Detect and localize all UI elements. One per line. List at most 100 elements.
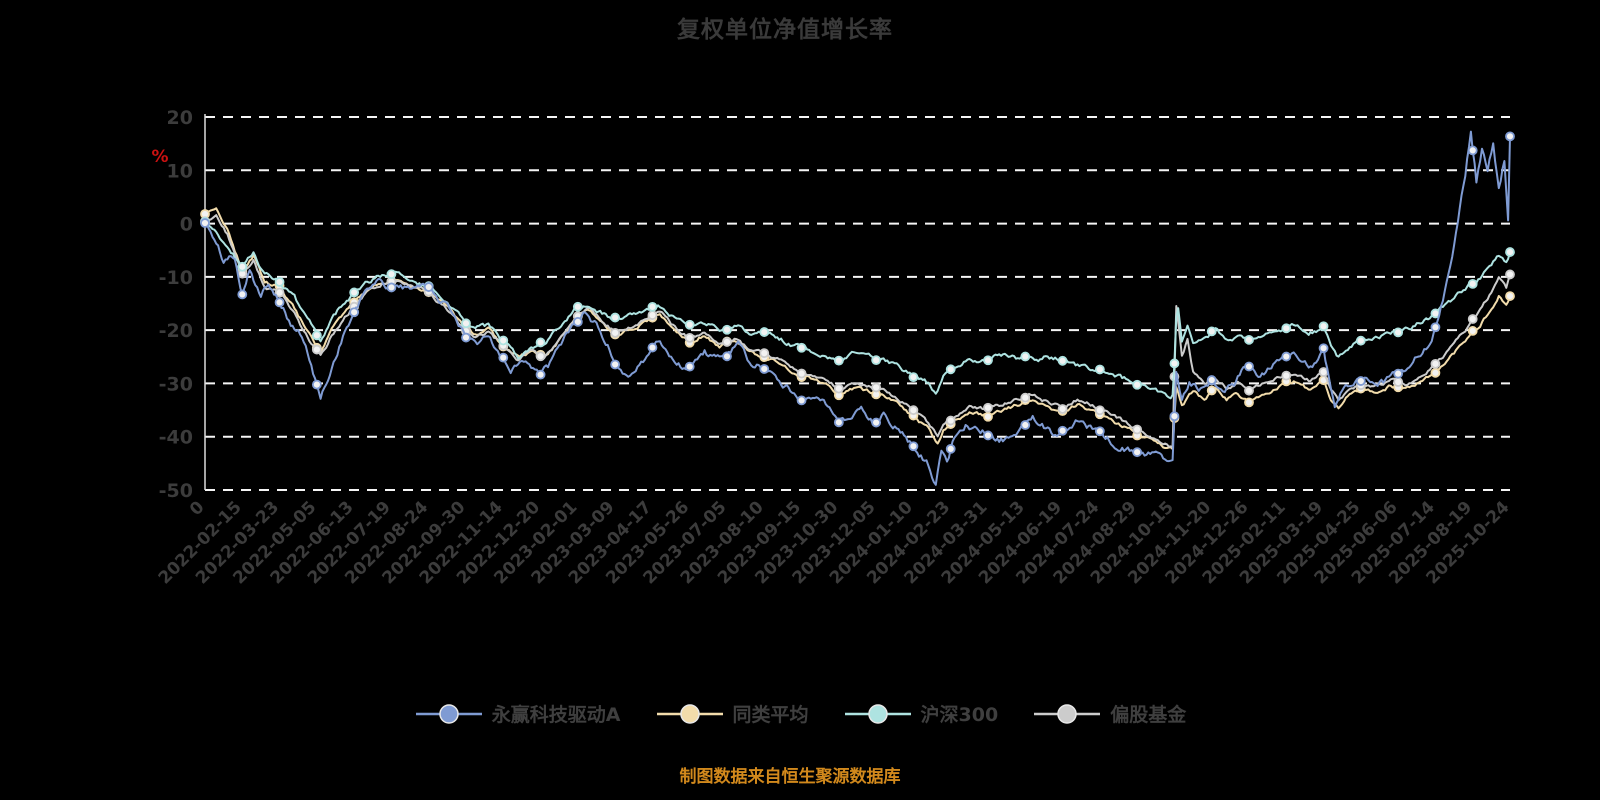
series-marker-fund xyxy=(349,307,360,318)
y-tick-label: 20 xyxy=(167,107,193,129)
series-marker-fund xyxy=(1281,351,1292,362)
series-marker-csi300 xyxy=(1318,321,1329,332)
chart-title: 复权单位净值增长率 xyxy=(677,17,893,43)
y-tick-label: -50 xyxy=(159,480,193,502)
series-marker-csi300 xyxy=(983,355,993,366)
series-marker-fund xyxy=(610,359,621,370)
series-line-csi300 xyxy=(204,221,1511,400)
series-marker-csi300 xyxy=(833,355,844,366)
legend-label: 永赢科技驱动A xyxy=(491,704,621,726)
series-marker-fund xyxy=(647,342,658,353)
series-marker-csi300 xyxy=(572,301,583,312)
series-line-partial_equity_funds xyxy=(204,214,1511,449)
series-marker-csi300 xyxy=(1020,351,1031,362)
series-marker-fund xyxy=(1094,426,1105,437)
series-marker-fund xyxy=(1355,376,1366,386)
legend-marker-icon xyxy=(844,703,911,724)
series-marker-fund xyxy=(1467,145,1478,156)
series-marker-fund xyxy=(983,430,993,441)
series-marker-csi300 xyxy=(1094,364,1105,375)
series-marker-fund xyxy=(684,361,695,372)
series-marker-fund xyxy=(1244,361,1254,372)
series-marker-csi300 xyxy=(684,319,695,330)
series-marker-fund xyxy=(1318,343,1329,354)
series-marker-partial_equity_funds xyxy=(945,415,956,426)
series-marker-partial_equity_funds xyxy=(871,382,882,393)
series-marker-partial_equity_funds xyxy=(1467,314,1478,324)
series-marker-partial_equity_funds xyxy=(274,287,285,298)
series-marker-partial_equity_funds xyxy=(833,383,844,394)
y-tick-label: 0 xyxy=(180,214,193,236)
series-marker-partial_equity_funds xyxy=(722,337,732,347)
legend-item-csi300: 沪深300 xyxy=(843,700,998,727)
series-marker-csi300 xyxy=(647,301,658,312)
series-marker-csi300 xyxy=(461,318,471,329)
series-marker-fund xyxy=(796,395,807,406)
series-marker-fund xyxy=(1169,411,1180,422)
series-marker-fund xyxy=(833,417,844,428)
series-marker-csi300 xyxy=(1355,335,1366,346)
legend-label: 偏股基金 xyxy=(1110,704,1187,726)
series-marker-csi300 xyxy=(1206,326,1217,337)
series-marker-fund xyxy=(386,282,397,293)
series-marker-partial_equity_funds xyxy=(1057,404,1068,414)
series-marker-fund xyxy=(423,282,434,292)
series-marker-csi300 xyxy=(1057,355,1068,366)
y-tick-label: -40 xyxy=(159,427,193,449)
series-marker-fund xyxy=(871,417,882,428)
series-marker-peer_average xyxy=(1430,367,1441,378)
series-marker-fund xyxy=(759,364,770,374)
series-marker-fund xyxy=(945,443,956,454)
series-marker-csi300 xyxy=(1169,358,1180,369)
y-tick-label: -30 xyxy=(159,373,193,395)
series-marker-partial_equity_funds xyxy=(647,310,658,321)
series-marker-peer_average xyxy=(1467,326,1478,336)
series-marker-partial_equity_funds xyxy=(983,402,993,413)
series-marker-partial_equity_funds xyxy=(1393,377,1404,387)
legend-item-partial_equity_funds: 偏股基金 xyxy=(1032,700,1186,727)
chart-legend: 永赢科技驱动A 同类平均 沪深300 偏股基金 xyxy=(0,700,1600,727)
legend-label: 同类平均 xyxy=(732,704,809,726)
series-marker-fund xyxy=(311,379,322,390)
y-tick-label: 10 xyxy=(167,160,193,182)
series-marker-partial_equity_funds xyxy=(1318,367,1329,377)
series-marker-fund xyxy=(1132,447,1143,458)
series-marker-csi300 xyxy=(610,312,621,323)
legend-item-fund: 永赢科技驱动A xyxy=(414,700,621,727)
series-marker-fund xyxy=(498,352,509,363)
series-marker-csi300 xyxy=(386,269,397,280)
series-marker-csi300 xyxy=(498,335,509,346)
series-marker-csi300 xyxy=(1281,323,1292,334)
series-marker-fund xyxy=(1393,368,1404,379)
series-marker-fund xyxy=(200,218,210,228)
series-marker-fund xyxy=(722,351,732,362)
series-marker-fund xyxy=(1430,322,1441,333)
series-marker-csi300 xyxy=(349,287,360,298)
series-marker-partial_equity_funds xyxy=(535,351,546,362)
series-marker-partial_equity_funds xyxy=(1281,370,1292,381)
series-marker-peer_average xyxy=(983,411,993,422)
series-marker-csi300 xyxy=(311,330,322,341)
series-marker-peer_average xyxy=(1244,397,1254,408)
legend-item-peer_average: 同类平均 xyxy=(655,700,809,727)
series-marker-csi300 xyxy=(1132,379,1143,390)
series-marker-partial_equity_funds xyxy=(1094,405,1105,416)
legend-marker-icon xyxy=(656,703,723,724)
series-line-peer_average xyxy=(204,207,1511,450)
series-marker-fund xyxy=(1057,425,1068,436)
series-marker-partial_equity_funds xyxy=(759,348,770,359)
series-marker-fund xyxy=(572,317,583,327)
series-marker-fund xyxy=(461,332,471,343)
y-axis-unit-label: % xyxy=(151,147,168,167)
series-marker-partial_equity_funds xyxy=(1430,358,1441,369)
series-marker-csi300 xyxy=(796,342,807,353)
series-marker-csi300 xyxy=(871,355,882,366)
series-line-fund xyxy=(204,130,1511,486)
series-marker-partial_equity_funds xyxy=(796,368,807,379)
series-marker-partial_equity_funds xyxy=(610,327,621,338)
legend-marker-icon xyxy=(1034,703,1101,724)
y-tick-label: -20 xyxy=(159,320,193,342)
series-marker-csi300 xyxy=(1393,327,1404,338)
